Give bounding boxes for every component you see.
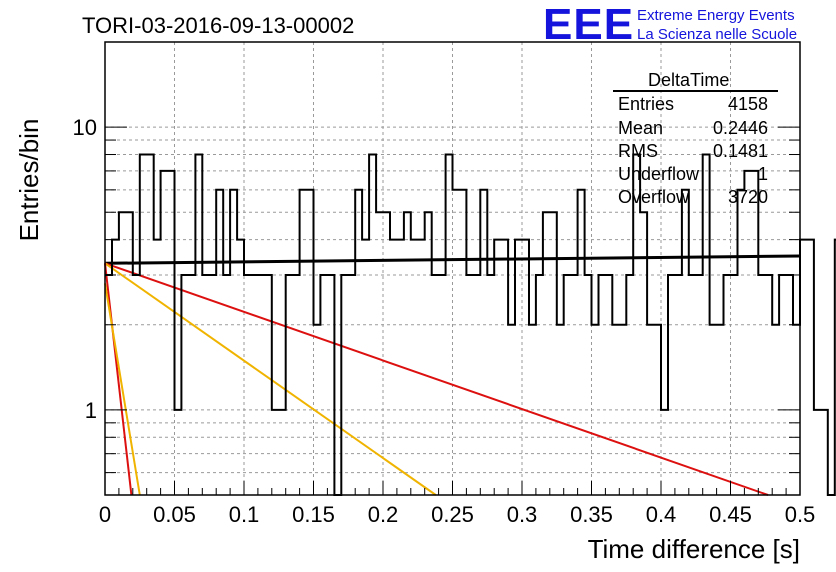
histogram-outline — [105, 153, 836, 496]
logo-line2: La Scienza nelle Scuole — [637, 26, 797, 43]
stats-label-entries: Entries — [618, 94, 674, 114]
y-ticks: 1 10 — [73, 115, 800, 474]
fit-line — [104, 283, 141, 496]
fit-line — [104, 262, 769, 496]
x-tick-label: 0.5 — [785, 502, 816, 527]
stats-box: DeltaTime Entries 4158 Mean 0.2446 RMS 0… — [613, 70, 778, 207]
stats-value-overflow: 3720 — [728, 187, 768, 207]
x-tick-label: 0.35 — [570, 502, 613, 527]
eee-logo: EEE Extreme Energy Events La Scienza nel… — [543, 0, 797, 49]
x-tick-label: 0.3 — [507, 502, 538, 527]
y-tick-label: 10 — [73, 115, 97, 140]
x-tick-label: 0.4 — [646, 502, 677, 527]
logo-line1: Extreme Energy Events — [637, 7, 795, 24]
x-tick-label: 0 — [99, 502, 111, 527]
stats-label-underflow: Underflow — [618, 164, 700, 184]
stats-value-mean: 0.2446 — [713, 118, 768, 138]
stats-label-rms: RMS — [618, 141, 658, 161]
stats-label-mean: Mean — [618, 118, 663, 138]
x-tick-label: 0.25 — [431, 502, 474, 527]
fit-line — [104, 262, 437, 496]
stats-value-underflow: 1 — [758, 164, 768, 184]
stats-label-overflow: Overflow — [618, 187, 690, 207]
x-tick-label: 0.45 — [709, 502, 752, 527]
stats-title: DeltaTime — [648, 70, 729, 90]
x-tick-label: 0.1 — [229, 502, 260, 527]
stats-value-entries: 4158 — [728, 94, 768, 114]
fit-lines — [104, 254, 801, 496]
y-axis-label: Entries/bin — [14, 119, 44, 242]
chart-title: TORI-03-2016-09-13-00002 — [82, 13, 354, 38]
x-axis-label: Time difference [s] — [588, 534, 800, 564]
x-tick-label: 0.05 — [153, 502, 196, 527]
x-tick-label: 0.15 — [292, 502, 335, 527]
histogram — [105, 153, 836, 496]
x-ticks: 0 0.05 0.1 0.15 0.2 0.25 0.3 0.35 0.4 0.45 0.5 — [99, 481, 815, 527]
fit-line — [104, 254, 801, 265]
stats-value-rms: 0.1481 — [713, 141, 768, 161]
fit-line — [104, 263, 133, 496]
x-tick-label: 0.2 — [368, 502, 399, 527]
logo-eee-text: EEE — [543, 0, 634, 49]
y-tick-label: 1 — [85, 398, 97, 423]
